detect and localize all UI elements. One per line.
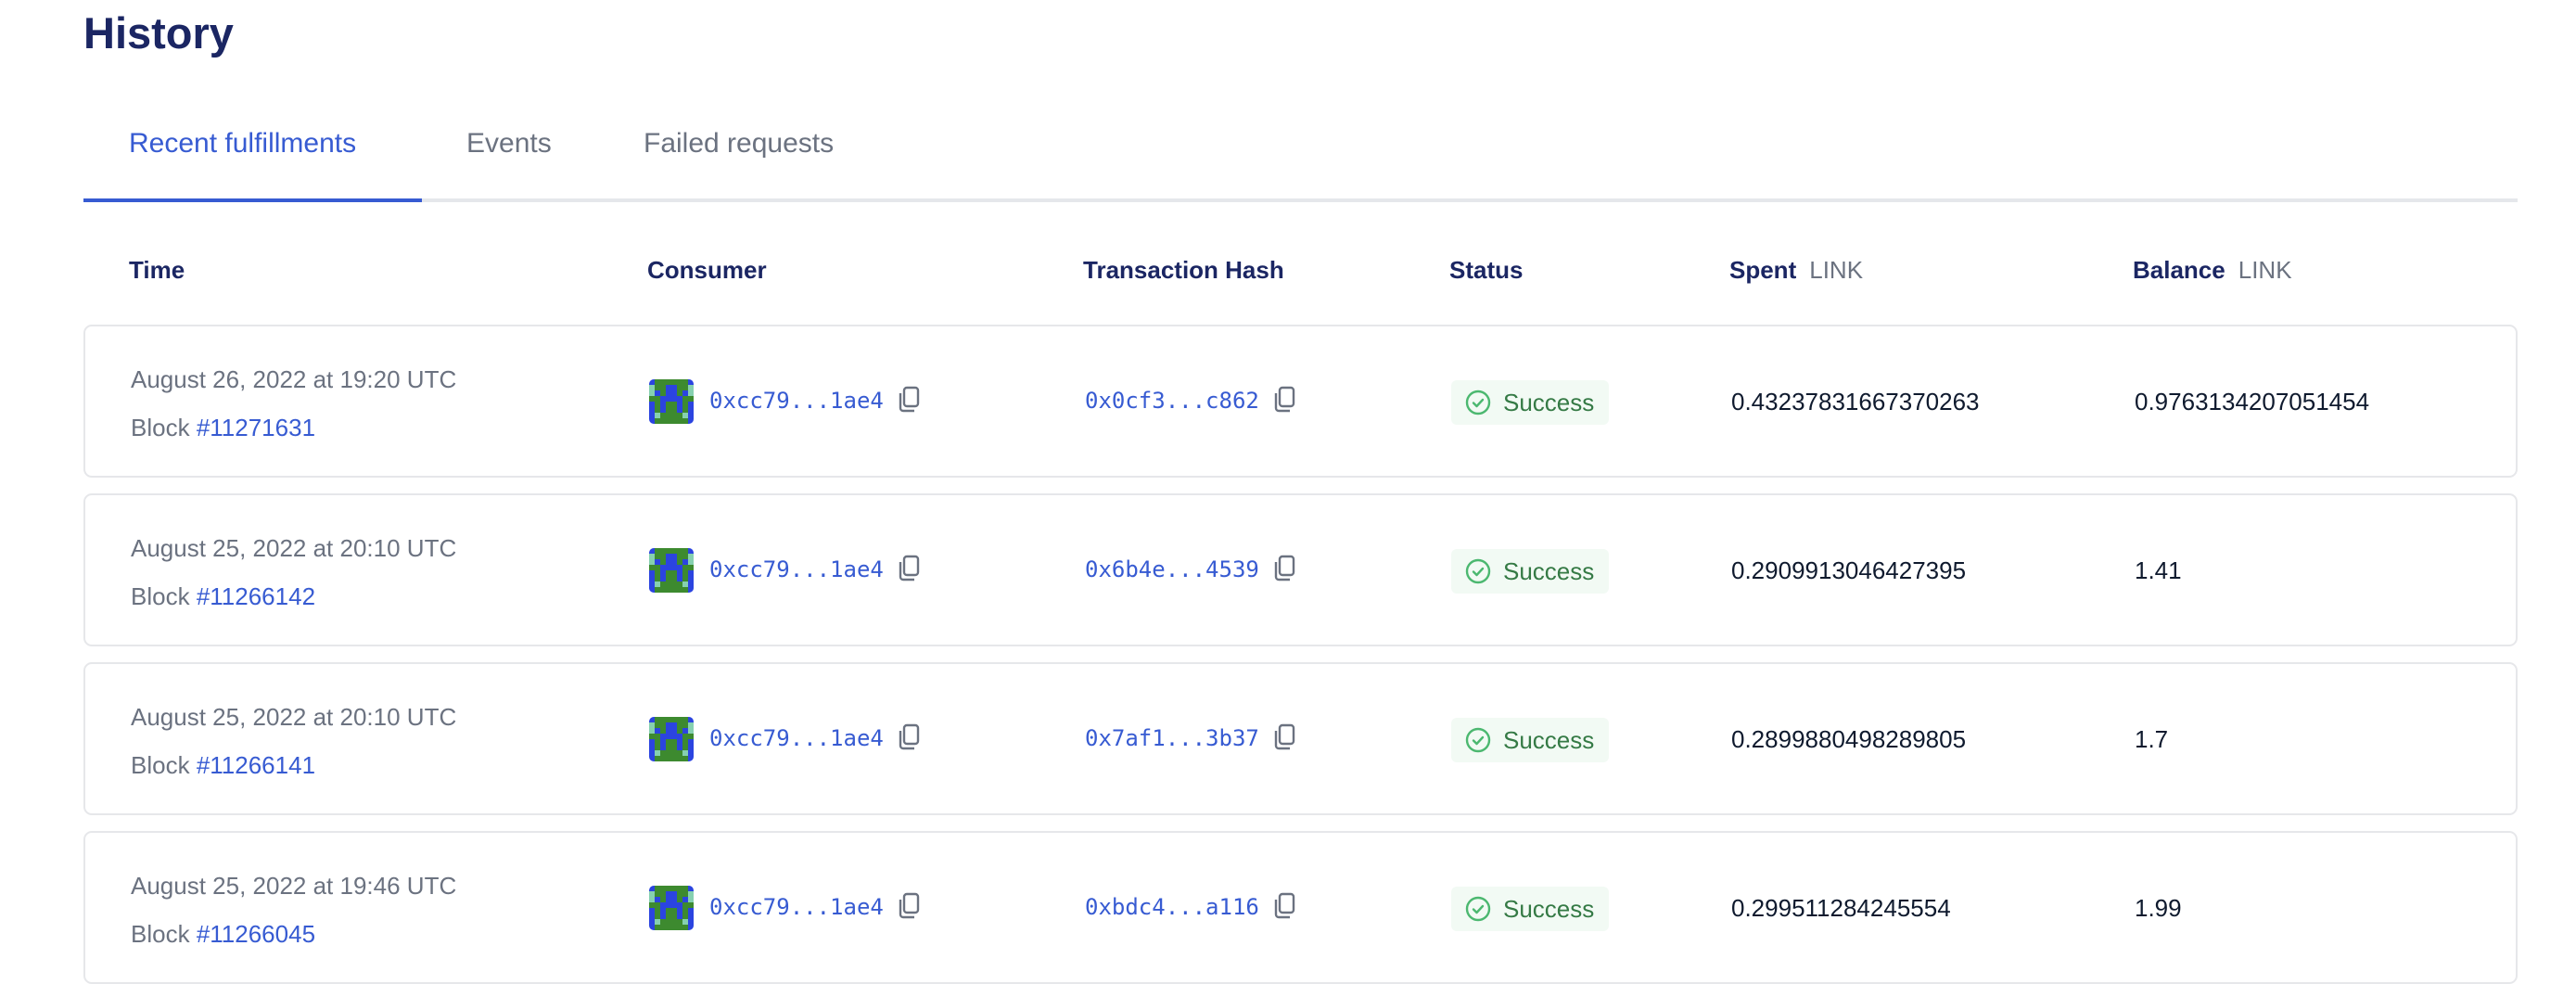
copy-icon[interactable] bbox=[1272, 555, 1296, 582]
status-label: Success bbox=[1503, 725, 1595, 754]
page-title: History bbox=[83, 8, 234, 58]
transaction-hash-link[interactable]: 0x7af1...3b37 bbox=[1085, 725, 1259, 751]
status-label: Success bbox=[1503, 388, 1595, 416]
balance-label: Balance bbox=[2133, 256, 2225, 284]
block-link[interactable]: #11266045 bbox=[196, 920, 316, 948]
block-info: Block #11266045 bbox=[131, 920, 315, 949]
consumer-address-link[interactable]: 0xcc79...1ae4 bbox=[709, 894, 884, 920]
status-label: Success bbox=[1503, 556, 1595, 585]
check-circle-icon bbox=[1464, 895, 1492, 923]
consumer-address-link[interactable]: 0xcc79...1ae4 bbox=[709, 725, 884, 751]
table-row: August 25, 2022 at 19:46 UTC Block #11266… bbox=[83, 831, 2518, 984]
tab-divider bbox=[83, 198, 2518, 202]
fulfillment-time: August 25, 2022 at 19:46 UTC bbox=[131, 872, 457, 900]
copy-icon[interactable] bbox=[1272, 892, 1296, 920]
status-badge: Success bbox=[1451, 887, 1610, 931]
fulfillment-time: August 26, 2022 at 19:20 UTC bbox=[131, 365, 457, 393]
copy-icon[interactable] bbox=[897, 386, 921, 414]
tab-recent-fulfillments[interactable]: Recent fulfillments bbox=[129, 128, 357, 159]
block-link[interactable]: #11271631 bbox=[196, 414, 316, 441]
balance-value: 0.9763134207051454 bbox=[2135, 388, 2370, 415]
tab-failed-requests[interactable]: Failed requests bbox=[644, 128, 835, 159]
consumer-identicon bbox=[649, 379, 694, 424]
check-circle-icon bbox=[1464, 557, 1492, 585]
block-label: Block bbox=[131, 751, 190, 779]
check-circle-icon bbox=[1464, 726, 1492, 754]
spent-value: 0.299511284245554 bbox=[1731, 894, 1951, 922]
table-row: August 25, 2022 at 20:10 UTC Block #11266… bbox=[83, 493, 2518, 646]
block-link[interactable]: #11266142 bbox=[196, 582, 316, 610]
block-label: Block bbox=[131, 582, 190, 610]
block-label: Block bbox=[131, 920, 190, 948]
table-row: August 26, 2022 at 19:20 UTC Block #11271… bbox=[83, 325, 2518, 478]
status-badge: Success bbox=[1451, 549, 1610, 594]
column-header-time: Time bbox=[129, 256, 185, 284]
transaction-hash-link[interactable]: 0x0cf3...c862 bbox=[1085, 388, 1259, 414]
copy-icon[interactable] bbox=[1272, 723, 1296, 751]
tab-events[interactable]: Events bbox=[466, 128, 552, 159]
check-circle-icon bbox=[1464, 389, 1492, 416]
consumer-identicon bbox=[649, 886, 694, 930]
status-badge: Success bbox=[1451, 380, 1610, 425]
balance-value: 1.7 bbox=[2135, 725, 2169, 753]
consumer-identicon bbox=[649, 717, 694, 761]
balance-value: 1.99 bbox=[2135, 894, 2182, 922]
column-header-spent: Spent LINK bbox=[1729, 256, 1863, 285]
spent-label: Spent bbox=[1729, 256, 1797, 284]
consumer-identicon bbox=[649, 548, 694, 593]
fulfillment-time: August 25, 2022 at 20:10 UTC bbox=[131, 703, 457, 731]
spent-value: 0.43237831667370263 bbox=[1731, 388, 1980, 415]
copy-icon[interactable] bbox=[1272, 386, 1296, 414]
table-row: August 25, 2022 at 20:10 UTC Block #11266… bbox=[83, 662, 2518, 815]
column-header-balance: Balance LINK bbox=[2133, 256, 2292, 285]
block-label: Block bbox=[131, 414, 190, 441]
column-header-consumer: Consumer bbox=[647, 256, 767, 284]
balance-value: 1.41 bbox=[2135, 556, 2182, 584]
copy-icon[interactable] bbox=[897, 555, 921, 582]
consumer-address-link[interactable]: 0xcc79...1ae4 bbox=[709, 388, 884, 414]
status-badge: Success bbox=[1451, 718, 1610, 762]
balance-unit: LINK bbox=[2238, 256, 2292, 284]
spent-value: 0.2909913046427395 bbox=[1731, 556, 1967, 584]
copy-icon[interactable] bbox=[897, 723, 921, 751]
spent-value: 0.2899880498289805 bbox=[1731, 725, 1967, 753]
active-tab-indicator bbox=[83, 198, 422, 202]
block-link[interactable]: #11266141 bbox=[196, 751, 316, 779]
block-info: Block #11271631 bbox=[131, 414, 315, 442]
spent-unit: LINK bbox=[1809, 256, 1864, 284]
column-header-transaction-hash: Transaction Hash bbox=[1083, 256, 1284, 284]
block-info: Block #11266142 bbox=[131, 582, 315, 611]
consumer-address-link[interactable]: 0xcc79...1ae4 bbox=[709, 556, 884, 582]
fulfillment-time: August 25, 2022 at 20:10 UTC bbox=[131, 534, 457, 562]
transaction-hash-link[interactable]: 0xbdc4...a116 bbox=[1085, 894, 1259, 920]
block-info: Block #11266141 bbox=[131, 751, 315, 780]
copy-icon[interactable] bbox=[897, 892, 921, 920]
history-tabs: Recent fulfillments Events Failed reques… bbox=[83, 119, 2518, 204]
transaction-hash-link[interactable]: 0x6b4e...4539 bbox=[1085, 556, 1259, 582]
status-label: Success bbox=[1503, 894, 1595, 923]
column-header-status: Status bbox=[1449, 256, 1524, 284]
